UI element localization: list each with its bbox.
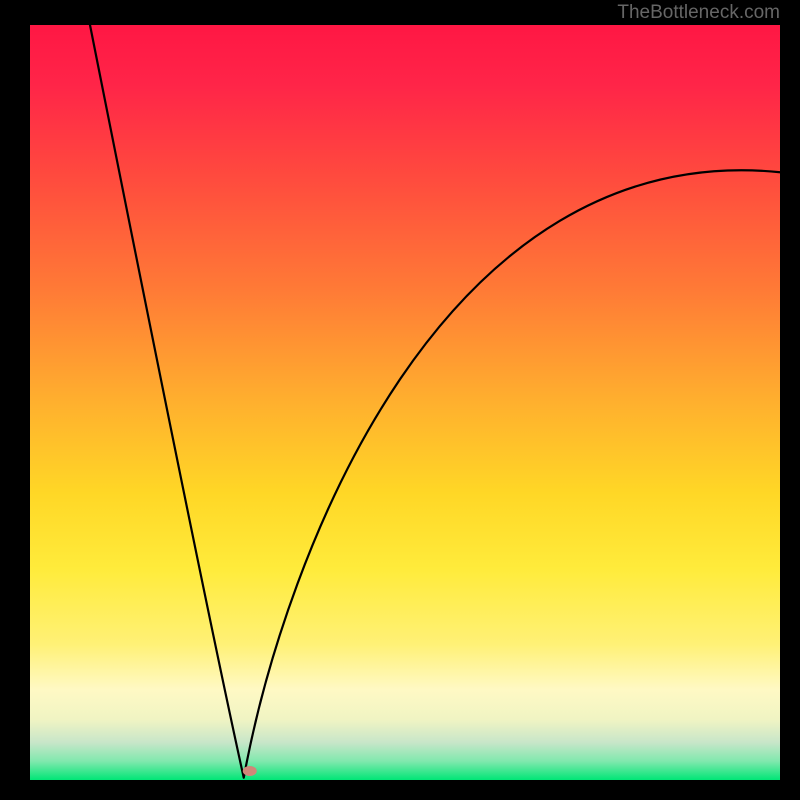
bottleneck-chart	[0, 0, 800, 800]
chart-svg	[0, 0, 800, 800]
plot-background	[30, 25, 780, 780]
watermark-text: TheBottleneck.com	[617, 2, 780, 24]
minimum-marker	[243, 766, 257, 776]
